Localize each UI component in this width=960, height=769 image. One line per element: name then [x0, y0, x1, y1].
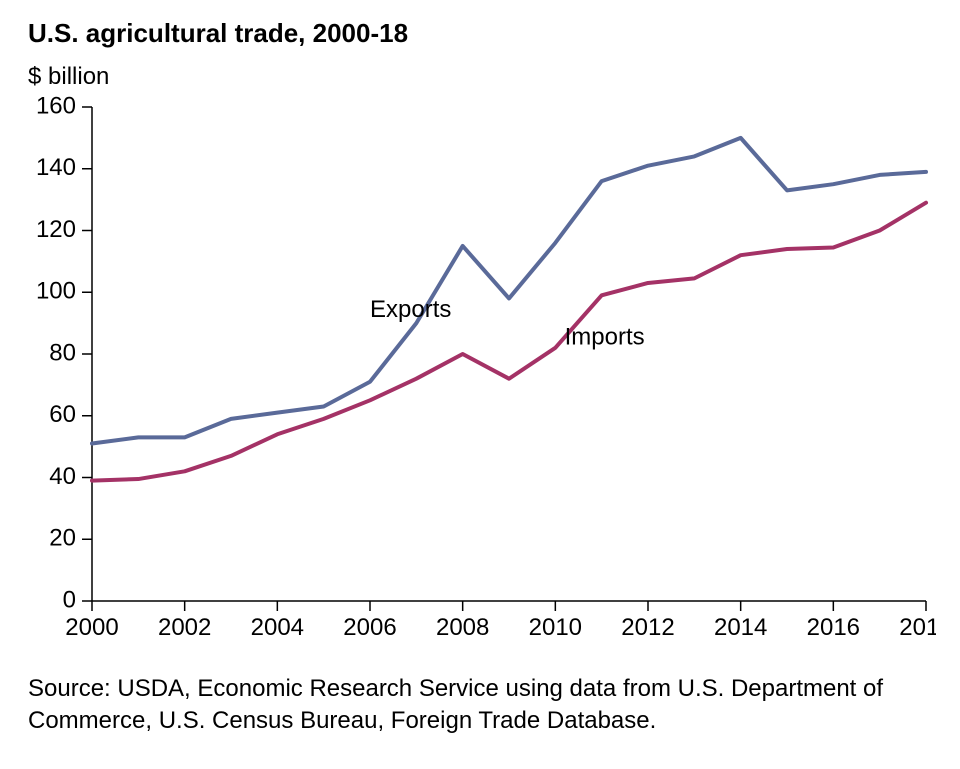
series-line-exports	[92, 138, 926, 444]
x-tick-label: 2016	[807, 614, 860, 641]
y-tick-label: 100	[36, 278, 76, 305]
y-tick-label: 160	[36, 95, 76, 119]
series-label-exports: Exports	[370, 296, 451, 323]
x-tick-label: 2014	[714, 614, 767, 641]
y-tick-label: 80	[49, 339, 76, 366]
y-tick-label: 120	[36, 216, 76, 243]
source-note: Source: USDA, Economic Research Service …	[28, 673, 928, 738]
y-tick-label: 0	[63, 586, 76, 613]
chart-area: 0 20 40 60 80 100 120 140 160 2000 2002 2004 2006 200…	[24, 95, 936, 655]
x-tick-label: 2018	[899, 614, 936, 641]
x-tick-label: 2012	[621, 614, 674, 641]
y-tick-label: 40	[49, 463, 76, 490]
y-tick-label: 20	[49, 525, 76, 552]
series-label-imports: Imports	[565, 324, 645, 351]
x-tick-label: 2008	[436, 614, 489, 641]
y-tick-label: 140	[36, 154, 76, 181]
x-tick-label: 2006	[343, 614, 396, 641]
series-line-imports	[92, 203, 926, 481]
x-tick-label: 2000	[65, 614, 118, 641]
x-tick-label: 2004	[251, 614, 304, 641]
chart-title: U.S. agricultural trade, 2000-18	[28, 18, 936, 49]
page: U.S. agricultural trade, 2000-18 $ billi…	[0, 0, 960, 769]
y-tick-label: 60	[49, 401, 76, 428]
y-axis-label: $ billion	[28, 63, 936, 91]
line-chart: 0 20 40 60 80 100 120 140 160 2000 2002 2004 2006 200…	[24, 95, 936, 655]
x-tick-label: 2002	[158, 614, 211, 641]
x-tick-label: 2010	[529, 614, 582, 641]
